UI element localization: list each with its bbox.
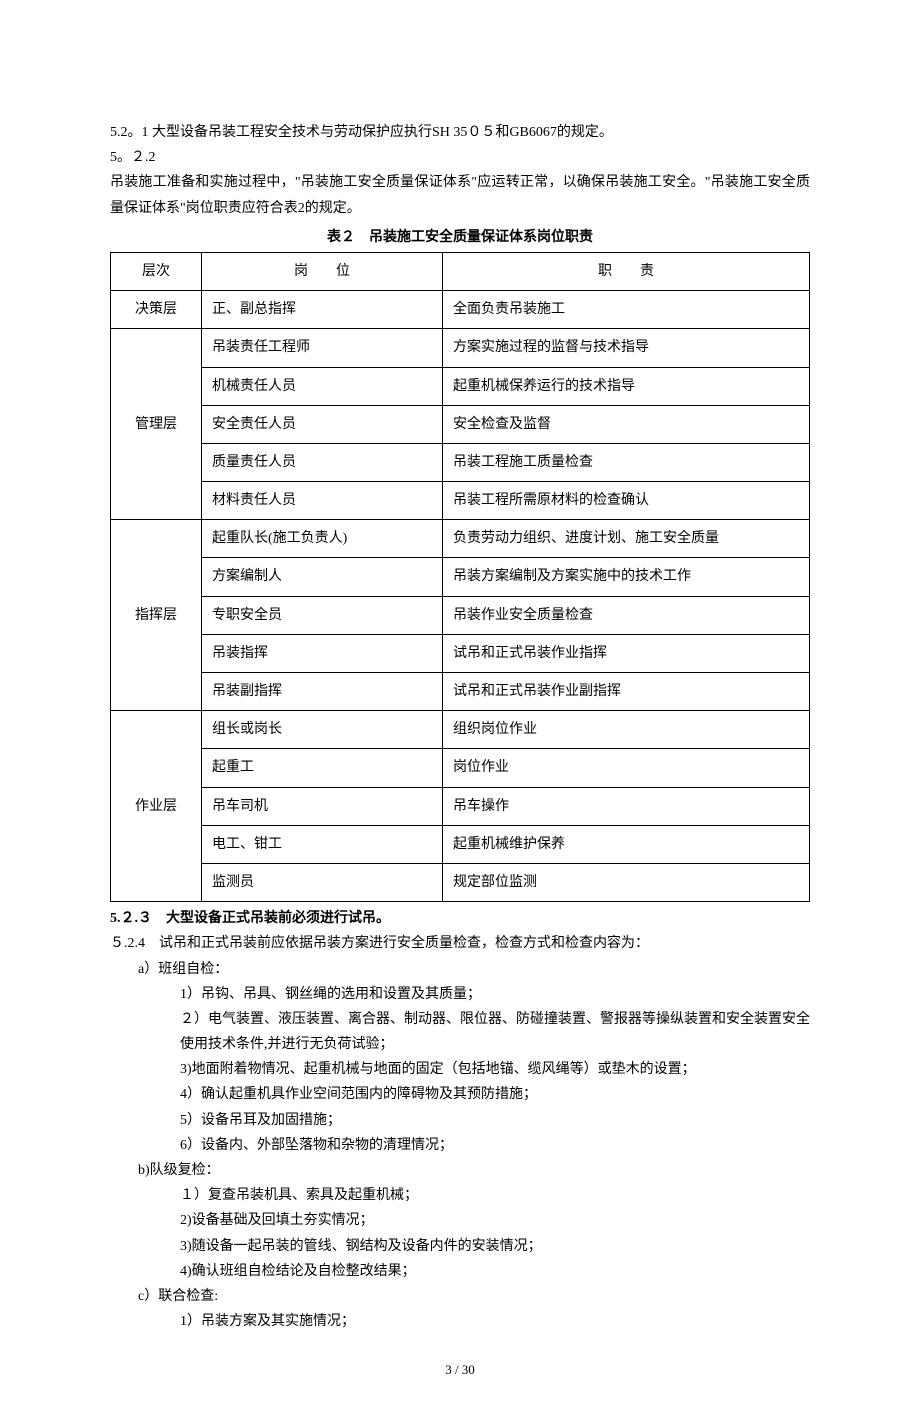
table-row: 材料责任人员吊装工程所需原材料的检查确认	[111, 482, 810, 520]
item-c-head: c）联合检查:	[110, 1284, 810, 1309]
cell-duty: 起重机械维护保养	[443, 825, 810, 863]
table-row: 方案编制人吊装方案编制及方案实施中的技术工作	[111, 558, 810, 596]
list-item: 6）设备内、外部坠落物和杂物的清理情况；	[110, 1133, 810, 1158]
cell-duty: 吊装工程所需原材料的检查确认	[443, 482, 810, 520]
cell-post: 专职安全员	[202, 596, 443, 634]
table-row: 吊车司机吊车操作	[111, 787, 810, 825]
table-2-caption: 表２ 吊装施工安全质量保证体系岗位职责	[110, 225, 810, 250]
list-item: 1）吊装方案及其实施情况；	[110, 1309, 810, 1334]
section-5-2-2-body: 吊装施工准备和实施过程中，"吊装施工安全质量保证体系"应运转正常，以确保吊装施工…	[110, 170, 810, 220]
list-item: 3)随设备一起吊装的管线、钢结构及设备内件的安装情况；	[110, 1234, 810, 1259]
list-item: 4）确认起重机具作业空间范围内的障碍物及其预防措施；	[110, 1082, 810, 1107]
cell-duty: 吊车操作	[443, 787, 810, 825]
list-item: ２）电气装置、液压装置、离合器、制动器、限位器、防碰撞装置、警报器等操纵装置和安…	[110, 1007, 810, 1057]
cell-level: 管理层	[111, 329, 202, 520]
cell-post: 方案编制人	[202, 558, 443, 596]
cell-level: 决策层	[111, 291, 202, 329]
cell-post: 材料责任人员	[202, 482, 443, 520]
cell-duty: 起重机械保养运行的技术指导	[443, 367, 810, 405]
th-duty: 职 责	[443, 252, 810, 290]
cell-level: 指挥层	[111, 520, 202, 711]
table-row: 决策层正、副总指挥全面负责吊装施工	[111, 291, 810, 329]
cell-post: 监测员	[202, 863, 443, 901]
cell-post: 起重工	[202, 749, 443, 787]
table-row: 作业层组长或岗长组织岗位作业	[111, 711, 810, 749]
cell-post: 起重队长(施工负责人)	[202, 520, 443, 558]
cell-post: 机械责任人员	[202, 367, 443, 405]
item-a-head: a）班组自检：	[110, 957, 810, 982]
list-item: 2)设备基础及回填土夯实情况；	[110, 1208, 810, 1233]
cell-post: 电工、钳工	[202, 825, 443, 863]
cell-duty: 规定部位监测	[443, 863, 810, 901]
cell-duty: 吊装工程施工质量检查	[443, 443, 810, 481]
table-row: 机械责任人员起重机械保养运行的技术指导	[111, 367, 810, 405]
cell-post: 吊装副指挥	[202, 673, 443, 711]
cell-duty: 组织岗位作业	[443, 711, 810, 749]
list-item: 5）设备吊耳及加固措施；	[110, 1108, 810, 1133]
cell-duty: 安全检查及监督	[443, 405, 810, 443]
cell-post: 吊装责任工程师	[202, 329, 443, 367]
cell-duty: 试吊和正式吊装作业指挥	[443, 634, 810, 672]
cell-duty: 全面负责吊装施工	[443, 291, 810, 329]
cell-post: 组长或岗长	[202, 711, 443, 749]
cell-post: 正、副总指挥	[202, 291, 443, 329]
section-5-2-4: ５.2.4 试吊和正式吊装前应依据吊装方案进行安全质量检查，检查方式和检查内容为…	[110, 931, 810, 956]
cell-post: 安全责任人员	[202, 405, 443, 443]
table-row: 专职安全员吊装作业安全质量检查	[111, 596, 810, 634]
cell-duty: 岗位作业	[443, 749, 810, 787]
table-row: 电工、钳工起重机械维护保养	[111, 825, 810, 863]
cell-post: 吊装指挥	[202, 634, 443, 672]
section-5-2-1: 5.2。1 大型设备吊装工程安全技术与劳动保护应执行SH 35０５和GB6067…	[110, 120, 810, 145]
table-row: 吊装指挥试吊和正式吊装作业指挥	[111, 634, 810, 672]
cell-post: 质量责任人员	[202, 443, 443, 481]
section-5-2-2-heading: 5。２.2	[110, 145, 810, 170]
table-row: 管理层吊装责任工程师方案实施过程的监督与技术指导	[111, 329, 810, 367]
table-2-duties: 层次 岗 位 职 责 决策层正、副总指挥全面负责吊装施工管理层吊装责任工程师方案…	[110, 252, 810, 902]
table-row: 安全责任人员安全检查及监督	[111, 405, 810, 443]
item-b-list: １）复查吊装机具、索具及起重机械；2)设备基础及回填土夯实情况；3)随设备一起吊…	[110, 1183, 810, 1284]
table-row: 监测员规定部位监测	[111, 863, 810, 901]
section-5-2-3: 5.２.３ 大型设备正式吊装前必须进行试吊。	[110, 906, 810, 931]
cell-duty: 方案实施过程的监督与技术指导	[443, 329, 810, 367]
table-row: 质量责任人员吊装工程施工质量检查	[111, 443, 810, 481]
item-b-head: b)队级复检：	[110, 1158, 810, 1183]
list-item: 1）吊钩、吊具、钢丝绳的选用和设置及其质量；	[110, 982, 810, 1007]
table-row: 指挥层起重队长(施工负责人)负责劳动力组织、进度计划、施工安全质量	[111, 520, 810, 558]
table-row: 起重工岗位作业	[111, 749, 810, 787]
item-a-list: 1）吊钩、吊具、钢丝绳的选用和设置及其质量；２）电气装置、液压装置、离合器、制动…	[110, 982, 810, 1158]
page-number: 3 / 30	[110, 1358, 810, 1381]
cell-duty: 试吊和正式吊装作业副指挥	[443, 673, 810, 711]
table-header-row: 层次 岗 位 职 责	[111, 252, 810, 290]
table-row: 吊装副指挥试吊和正式吊装作业副指挥	[111, 673, 810, 711]
cell-level: 作业层	[111, 711, 202, 902]
list-item: 3)地面附着物情况、起重机械与地面的固定（包括地锚、缆风绳等）或垫木的设置；	[110, 1057, 810, 1082]
document-page: 5.2。1 大型设备吊装工程安全技术与劳动保护应执行SH 35０５和GB6067…	[0, 0, 920, 1422]
list-item: １）复查吊装机具、索具及起重机械；	[110, 1183, 810, 1208]
cell-duty: 吊装作业安全质量检查	[443, 596, 810, 634]
cell-duty: 吊装方案编制及方案实施中的技术工作	[443, 558, 810, 596]
th-level: 层次	[111, 252, 202, 290]
th-post: 岗 位	[202, 252, 443, 290]
item-c-list: 1）吊装方案及其实施情况；	[110, 1309, 810, 1334]
list-item: 4)确认班组自检结论及自检整改结果；	[110, 1259, 810, 1284]
cell-duty: 负责劳动力组织、进度计划、施工安全质量	[443, 520, 810, 558]
cell-post: 吊车司机	[202, 787, 443, 825]
